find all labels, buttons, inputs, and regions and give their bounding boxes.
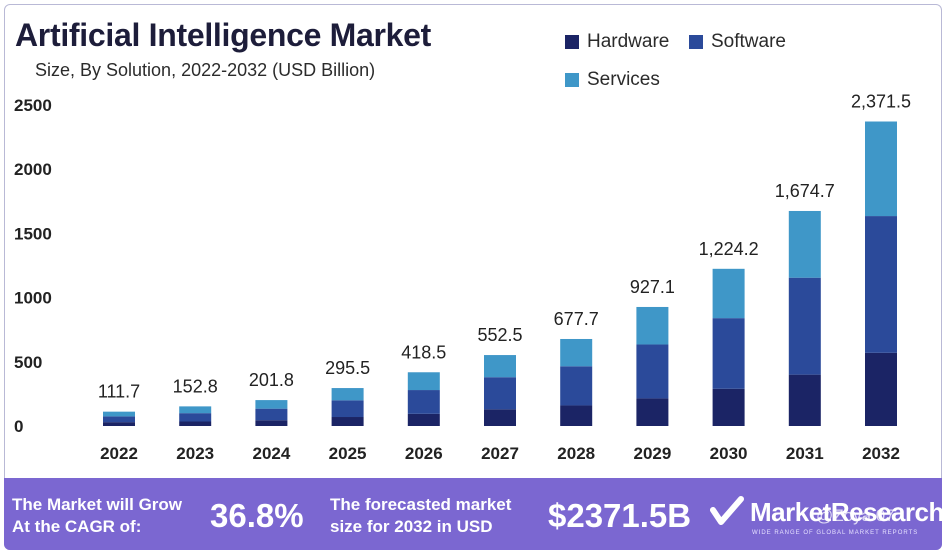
bar-software-2027 <box>484 377 516 410</box>
forecast-value: $2371.5B <box>548 497 692 534</box>
chart-title: Artificial Intelligence Market <box>15 17 432 53</box>
bar-hardware-2030 <box>712 388 745 426</box>
bar-software-2026 <box>407 390 440 414</box>
bar-software-2032 <box>865 216 897 353</box>
y-tick-label: 500 <box>14 353 42 372</box>
y-tick-label: 2500 <box>14 96 52 115</box>
bar-software-2030 <box>712 318 745 389</box>
bar-services-2023 <box>179 406 212 414</box>
bar-services-2030 <box>712 268 745 319</box>
bar-hardware-2024 <box>255 420 288 426</box>
bar-services-2032 <box>865 121 897 217</box>
legend-swatch-software <box>689 35 703 49</box>
check-logo-icon <box>710 496 744 525</box>
bar-hardware-2029 <box>636 398 669 426</box>
chart-subtitle: Size, By Solution, 2022-2032 (USD Billio… <box>35 60 376 80</box>
bar-hardware-2022 <box>103 422 135 426</box>
bar-services-2029 <box>636 306 669 345</box>
bar-hardware-2027 <box>484 409 516 426</box>
bar-hardware-2026 <box>407 413 440 426</box>
legend-label-services: Services <box>587 69 660 90</box>
y-tick-label: 0 <box>14 417 23 436</box>
footer-banner: The Market will Grow At the CAGR of: 36.… <box>4 478 944 550</box>
legend-swatch-services <box>565 73 579 87</box>
bar-services-2027 <box>484 355 516 378</box>
bar-services-2022 <box>103 411 135 417</box>
forecast-text-line2: size for 2032 in USD <box>330 517 493 536</box>
x-tick-label-2024: 2024 <box>252 444 290 463</box>
cagr-value: 36.8% <box>210 497 304 534</box>
legend-swatch-hardware <box>565 35 579 49</box>
x-tick-label-2026: 2026 <box>405 444 443 463</box>
forecast-text-line1: The forecasted market <box>330 495 512 514</box>
y-tick-label: 1000 <box>14 289 52 308</box>
bar-services-2028 <box>560 338 593 367</box>
x-tick-label-2029: 2029 <box>633 444 671 463</box>
y-tick-label: 2000 <box>14 160 52 179</box>
total-label-2027: 552.5 <box>477 325 522 345</box>
x-tick-label-2023: 2023 <box>176 444 214 463</box>
bar-services-2026 <box>407 372 440 391</box>
x-tick-label-2031: 2031 <box>786 444 824 463</box>
bar-software-2024 <box>255 408 288 421</box>
brand-tagline: WIDE RANGE OF GLOBAL MARKET REPORTS <box>752 530 919 536</box>
legend-item-services: Services <box>565 69 660 91</box>
x-tick-label-2028: 2028 <box>557 444 595 463</box>
growth-text-line1: The Market will Grow <box>12 495 183 514</box>
bar-hardware-2023 <box>179 421 212 426</box>
x-tick-label-2030: 2030 <box>710 444 748 463</box>
total-label-2028: 677.7 <box>554 309 599 329</box>
bar-software-2028 <box>560 366 593 406</box>
total-label-2025: 295.5 <box>325 358 370 378</box>
brand-logo: MarketResearch WIDE RANGE OF GLOBAL MARK… <box>710 496 944 536</box>
x-tick-label-2027: 2027 <box>481 444 519 463</box>
bar-chart: 0 500 1000 1500 2000 2500 111.7 2022 152.8 2023 20… <box>14 91 911 463</box>
bar-software-2023 <box>179 413 212 422</box>
bar-hardware-2031 <box>788 374 821 426</box>
bar-software-2029 <box>636 344 669 399</box>
total-label-2026: 418.5 <box>401 342 446 362</box>
growth-text-line2: At the CAGR of: <box>12 517 142 536</box>
x-tick-label-2025: 2025 <box>329 444 367 463</box>
total-label-2023: 152.8 <box>173 376 218 396</box>
total-label-2030: 1,224.2 <box>699 239 759 259</box>
y-tick-label: 1500 <box>14 224 52 243</box>
bar-software-2025 <box>331 400 364 418</box>
x-tick-label-2022: 2022 <box>100 444 138 463</box>
total-label-2024: 201.8 <box>249 370 294 390</box>
bar-software-2031 <box>788 277 821 375</box>
chart-legend: Hardware Software Services <box>565 31 865 101</box>
x-tick-label-2032: 2032 <box>862 444 900 463</box>
brand-name: MarketResearch <box>750 496 944 527</box>
total-label-2031: 1,674.7 <box>775 181 835 201</box>
legend-item-software: Software <box>689 31 786 53</box>
total-label-2022: 111.7 <box>98 382 140 402</box>
legend-label-software: Software <box>711 31 786 52</box>
legend-item-hardware: Hardware <box>565 31 669 53</box>
watermark: @Zoya 07 <box>816 506 895 525</box>
bar-hardware-2028 <box>560 405 593 426</box>
total-label-2029: 927.1 <box>630 277 675 297</box>
bar-services-2025 <box>331 388 364 401</box>
bar-software-2022 <box>103 416 135 423</box>
bar-services-2031 <box>788 210 821 278</box>
bar-services-2024 <box>255 400 288 409</box>
bar-hardware-2032 <box>865 352 897 426</box>
bar-hardware-2025 <box>331 417 364 426</box>
chart-frame: Artificial Intelligence Market Size, By … <box>4 4 942 550</box>
legend-label-hardware: Hardware <box>587 31 670 52</box>
total-label-2032: 2,371.5 <box>851 91 911 111</box>
